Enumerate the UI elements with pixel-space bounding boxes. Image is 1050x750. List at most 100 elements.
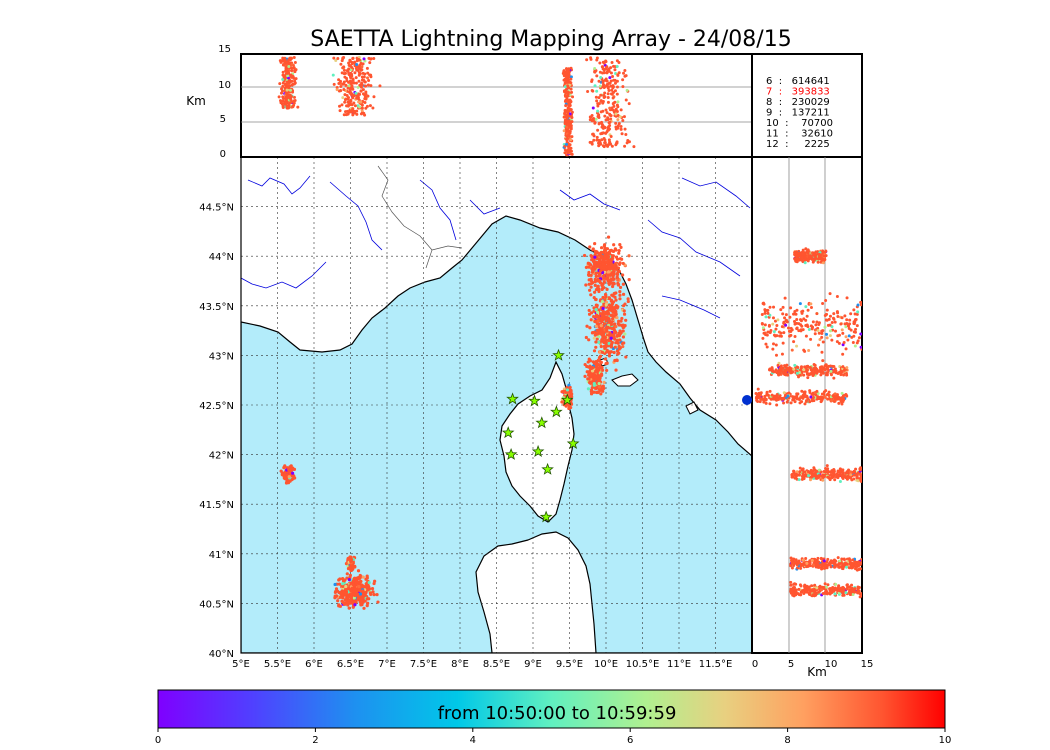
top-lightning-point xyxy=(601,101,605,105)
lightning-point xyxy=(621,304,626,308)
station-count-row: 12 : 2225 xyxy=(766,139,830,150)
top-ytick: 10 xyxy=(218,80,231,91)
side-lightning-point xyxy=(805,394,809,398)
lightning-point xyxy=(618,243,622,247)
lightning-point xyxy=(347,598,352,602)
side-lightning-point xyxy=(789,401,793,405)
side-lightning-point xyxy=(819,373,823,377)
top-lightning-point xyxy=(287,58,291,62)
top-lightning-point xyxy=(615,92,619,96)
side-lightning-point xyxy=(825,308,829,312)
lightning-point xyxy=(587,380,592,385)
top-lightning-point xyxy=(562,74,566,78)
lightning-point xyxy=(623,332,627,336)
side-lightning-point xyxy=(825,393,829,397)
side-lightning-point xyxy=(815,367,819,371)
top-lightning-point xyxy=(338,104,342,108)
top-lightning-point xyxy=(368,61,372,65)
side-lightning-point xyxy=(833,478,837,482)
lightning-point xyxy=(621,344,625,349)
lightning-point xyxy=(593,283,597,287)
top-lightning-point xyxy=(566,84,570,88)
side-lightning-point xyxy=(788,315,792,319)
lightning-point xyxy=(611,249,615,253)
rivers xyxy=(241,175,751,319)
top-lightning-point xyxy=(562,115,566,119)
top-lightning-point xyxy=(353,71,357,75)
station-star-icon xyxy=(504,447,518,460)
top-lightning-point xyxy=(284,83,288,87)
top-lightning-point xyxy=(366,71,370,75)
side-lightning-point xyxy=(826,469,830,473)
side-lightning-point xyxy=(853,312,857,316)
top-lightning-point xyxy=(290,62,294,66)
lightning-point xyxy=(608,319,612,323)
side-lightning-point xyxy=(765,391,769,395)
top-panel-frame xyxy=(240,53,753,158)
top-lightning-point xyxy=(599,93,603,97)
top-lightning-point xyxy=(603,141,607,145)
side-lightning-point xyxy=(849,473,853,477)
top-lightning-point xyxy=(360,65,364,69)
side-lightning-point xyxy=(854,467,858,471)
corsica-island xyxy=(499,360,575,523)
lightning-point xyxy=(600,365,604,370)
side-lightning-point xyxy=(792,397,796,401)
side-lightning-point xyxy=(759,397,763,401)
lightning-point xyxy=(599,269,603,273)
lightning-point xyxy=(375,593,379,597)
side-lightning-point xyxy=(789,580,793,584)
side-lightning-point xyxy=(852,330,856,334)
top-lightning-point xyxy=(290,66,294,70)
top-lightning-point xyxy=(602,93,606,97)
lightning-point xyxy=(291,467,295,471)
side-lightning-point xyxy=(784,323,788,327)
top-lightning-point xyxy=(613,89,617,93)
lightning-point xyxy=(351,579,356,583)
top-lightning-point xyxy=(286,86,290,90)
top-lightning-point xyxy=(343,98,347,102)
map-ytick-label: 41°N xyxy=(209,550,234,561)
side-lightning-point xyxy=(780,352,784,356)
side-lightning-point xyxy=(795,371,799,375)
side-lightning-point xyxy=(846,338,850,342)
side-lightning-point xyxy=(833,397,837,401)
top-lightning-point xyxy=(567,143,571,147)
top-lightning-point xyxy=(614,112,618,116)
side-lightning-point xyxy=(783,394,787,398)
lightning-point xyxy=(344,584,348,589)
top-lightning-point xyxy=(281,104,285,108)
top-lightning-point xyxy=(565,77,569,81)
side-lightning-point xyxy=(772,342,775,346)
side-lightning-point xyxy=(813,591,817,595)
station-count-row: 10 : 70700 xyxy=(766,118,833,129)
top-lightning-point xyxy=(562,89,566,93)
side-lightning-point xyxy=(809,324,813,328)
side-lightning-point xyxy=(800,310,804,314)
top-lightning-point xyxy=(287,65,291,69)
side-lightning-point xyxy=(846,585,850,589)
side-lightning-point xyxy=(829,369,833,373)
side-lightning-point xyxy=(794,312,798,316)
side-lightning-point xyxy=(823,325,827,329)
top-lightning-point xyxy=(561,71,565,75)
top-lightning-point xyxy=(337,78,341,82)
side-lightning-point xyxy=(793,476,797,480)
lightning-point xyxy=(601,306,605,311)
side-lightning-point xyxy=(837,341,841,345)
top-lightning-point xyxy=(564,104,568,108)
side-lightning-point xyxy=(809,368,813,372)
top-lightning-point xyxy=(345,93,349,97)
lightning-point xyxy=(352,596,356,600)
colorbar-tick-label: 0 xyxy=(155,735,161,746)
side-lightning-point xyxy=(836,334,840,338)
lightning-point xyxy=(347,578,351,582)
side-lightning-point xyxy=(763,308,767,312)
side-lightning-point xyxy=(756,393,760,397)
station-star-icon xyxy=(531,444,545,458)
lightning-point xyxy=(614,312,618,317)
top-lightning-point xyxy=(342,87,346,91)
top-lightning-point xyxy=(600,65,604,69)
lightning-point xyxy=(333,590,338,594)
side-lightning-point xyxy=(857,336,861,340)
